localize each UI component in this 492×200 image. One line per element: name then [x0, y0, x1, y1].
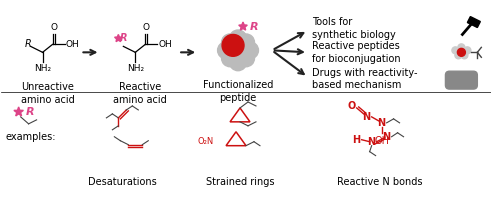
Text: Unreactive
amino acid: Unreactive amino acid [21, 82, 74, 105]
Text: O: O [347, 101, 356, 111]
Circle shape [238, 34, 254, 51]
Text: Reactive
amino acid: Reactive amino acid [114, 82, 167, 105]
Text: OH: OH [65, 40, 79, 49]
Text: examples:: examples: [6, 132, 56, 142]
Text: N: N [377, 118, 386, 128]
Text: Functionalized
peptide: Functionalized peptide [203, 80, 273, 103]
FancyBboxPatch shape [445, 71, 477, 89]
Circle shape [461, 52, 468, 59]
Text: H: H [353, 135, 361, 145]
Polygon shape [467, 17, 480, 28]
Text: Reactive N bonds: Reactive N bonds [337, 177, 422, 187]
Circle shape [458, 44, 465, 51]
Text: OH: OH [374, 136, 389, 146]
Text: NH₂: NH₂ [127, 64, 144, 73]
Circle shape [242, 42, 258, 59]
Polygon shape [115, 34, 122, 42]
Polygon shape [239, 22, 247, 30]
Circle shape [221, 50, 239, 67]
Text: O: O [50, 23, 57, 32]
Text: OH: OH [158, 40, 172, 49]
Text: NH₂: NH₂ [34, 64, 51, 73]
Text: Reactive peptides
for bioconjugation: Reactive peptides for bioconjugation [312, 41, 400, 64]
Text: O: O [143, 23, 150, 32]
Circle shape [455, 52, 462, 59]
Text: R: R [24, 39, 31, 49]
Circle shape [221, 34, 239, 51]
Polygon shape [14, 107, 24, 116]
Text: R: R [120, 33, 127, 43]
Text: R: R [26, 107, 34, 117]
Circle shape [238, 50, 254, 67]
Text: R: R [250, 22, 259, 32]
Circle shape [464, 47, 471, 54]
Text: N: N [368, 137, 376, 147]
Text: Tools for
synthetic biology: Tools for synthetic biology [312, 17, 396, 40]
Text: Drugs with reactivity-
based mechanism: Drugs with reactivity- based mechanism [312, 68, 417, 90]
Circle shape [230, 54, 246, 71]
Circle shape [222, 34, 244, 56]
Circle shape [230, 42, 246, 59]
Circle shape [452, 47, 459, 54]
Circle shape [458, 48, 465, 56]
Text: N: N [363, 112, 370, 122]
Circle shape [217, 42, 235, 59]
Text: Desaturations: Desaturations [88, 177, 157, 187]
Text: O₂N: O₂N [198, 137, 214, 146]
Circle shape [230, 30, 246, 47]
Text: Strained rings: Strained rings [206, 177, 274, 187]
Text: N: N [383, 132, 391, 142]
